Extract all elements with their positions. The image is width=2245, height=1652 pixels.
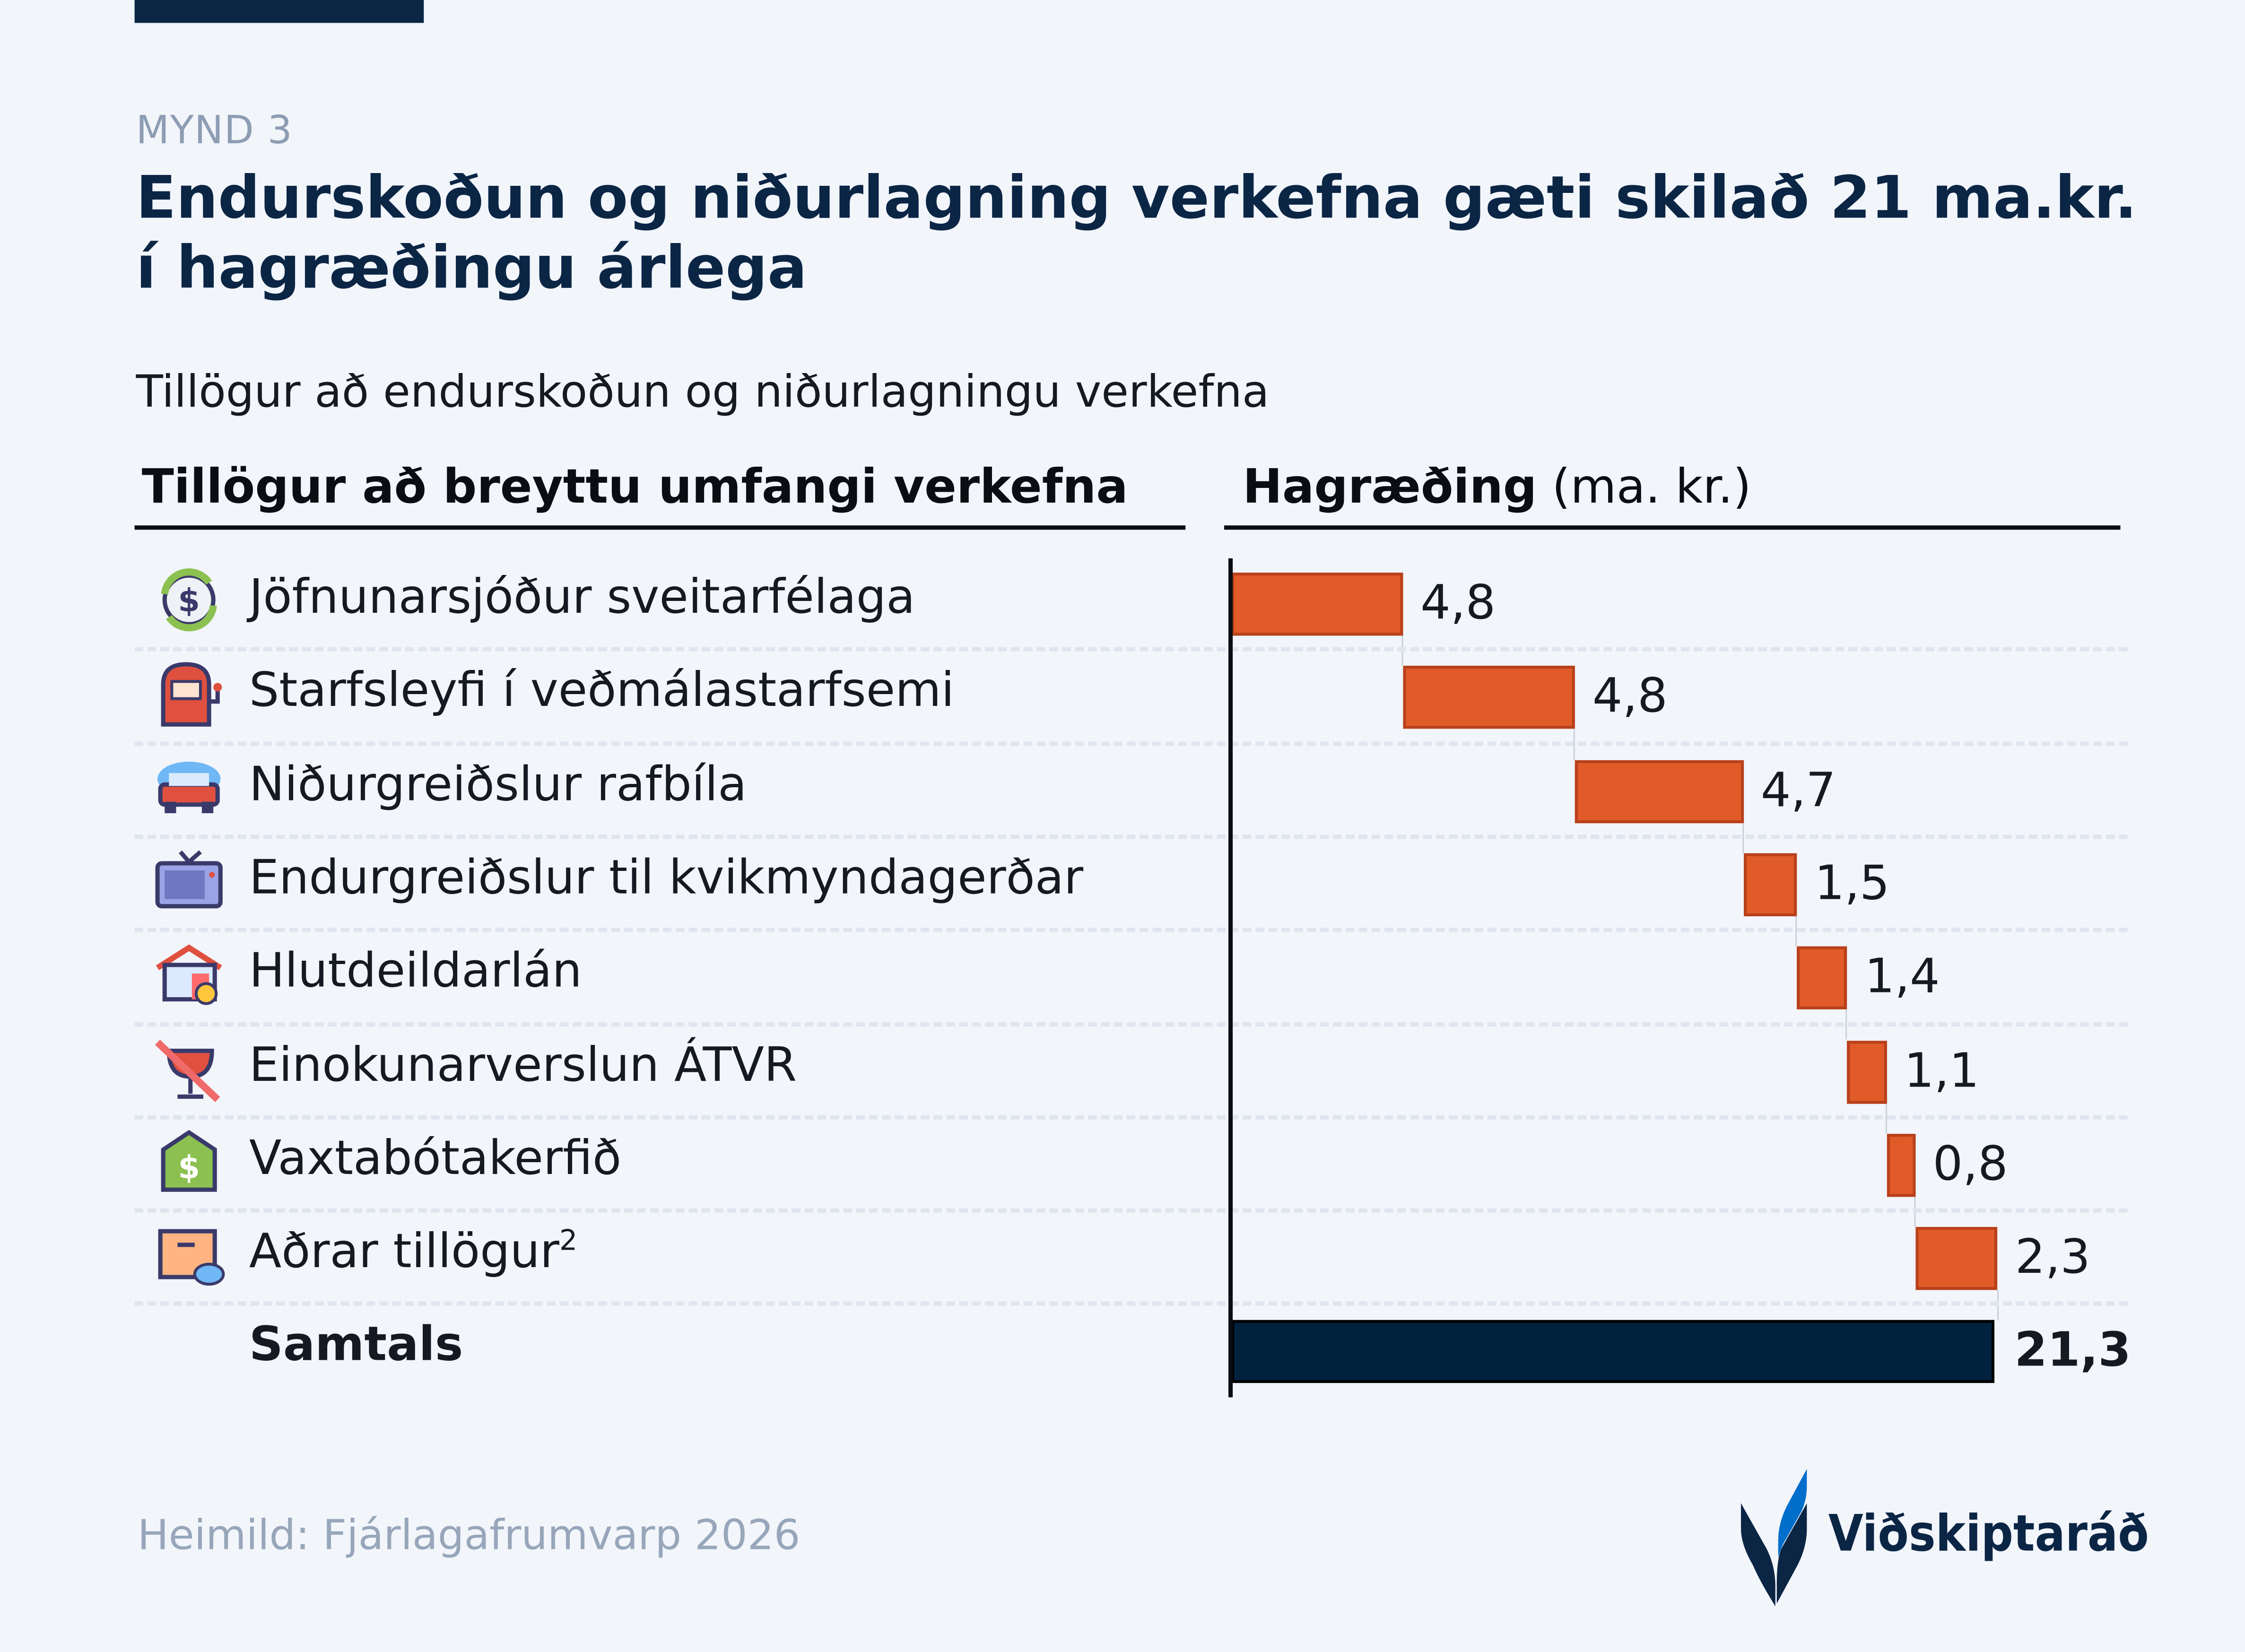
vidskiptarad-logo — [1741, 1469, 1807, 1607]
right-header-rule — [1224, 525, 2121, 530]
value-label: 4,7 — [1760, 761, 1836, 817]
waterfall-bar — [1575, 759, 1744, 823]
row-separator — [134, 741, 2128, 746]
chart-title: Endurskoðun og niðurlagning verkefna gæt… — [136, 163, 2137, 302]
source-note: Heimild: Fjárlagafrumvarp 2026 — [137, 1510, 801, 1559]
footnote-marker: 2 — [559, 1224, 578, 1257]
svg-text:$: $ — [178, 582, 200, 619]
waterfall-bar — [1743, 853, 1798, 916]
row-separator — [134, 928, 2128, 932]
total-label: Samtals — [249, 1316, 463, 1373]
category-label-text: Vaxtabótakerfið — [249, 1129, 622, 1185]
logo-text: Viðskiptaráð — [1828, 1506, 2149, 1564]
category-label-text: Jöfnunarsjóður sveitarfélaga — [249, 568, 915, 625]
value-label: 1,1 — [1904, 1041, 1979, 1097]
no-wine-icon — [152, 1030, 226, 1104]
category-label-text: Starfsleyfi í veðmálastarfsemi — [249, 661, 955, 718]
chart-subtitle: Tillögur að endurskoðun og niðurlagningu… — [136, 366, 1270, 418]
right-header-bold: Hagræðing — [1243, 458, 1537, 514]
box-chat-icon — [152, 1217, 226, 1291]
category-label-text: Endurgreiðslur til kvikmyndagerðar — [249, 849, 1084, 905]
value-label: 0,8 — [1932, 1135, 2008, 1191]
category-label-text: Aðrar tillögur — [249, 1223, 560, 1279]
right-column-header: Hagræðing (ma. kr.) — [1243, 458, 1751, 514]
tv-icon — [152, 843, 226, 917]
category-label: Niðurgreiðslur rafbíla — [249, 756, 747, 811]
category-label: Aðrar tillögur2 — [249, 1223, 577, 1278]
row-separator — [134, 647, 2128, 652]
baseline-axis — [1228, 558, 1233, 1398]
waterfall-bar — [1887, 1133, 1916, 1197]
waterfall-bar — [1797, 947, 1848, 1010]
value-label: 2,3 — [2015, 1228, 2090, 1285]
waterfall-bar — [1847, 1040, 1887, 1104]
row-separator — [134, 1208, 2128, 1213]
left-column-header: Tillögur að breyttu umfangi verkefna — [141, 458, 1128, 514]
category-label: Starfsleyfi í veðmálastarfsemi — [249, 662, 954, 718]
category-label: Einokunarverslun ÁTVR — [249, 1036, 797, 1092]
value-label: 4,8 — [1420, 574, 1496, 630]
category-label-text: Einokunarverslun ÁTVR — [249, 1035, 797, 1092]
category-label: Hlutdeildarlán — [249, 942, 582, 998]
row-separator — [134, 1115, 2128, 1120]
category-label: Jöfnunarsjóður sveitarfélaga — [249, 568, 915, 624]
category-label: Endurgreiðslur til kvikmyndagerðar — [249, 849, 1083, 904]
category-label-text: Hlutdeildarlán — [249, 942, 582, 999]
value-label: 4,8 — [1592, 667, 1668, 724]
dollar-tag-icon: $ — [152, 1123, 226, 1198]
right-header-unit: (ma. kr.) — [1552, 458, 1751, 514]
category-label-text: Niðurgreiðslur rafbíla — [249, 755, 747, 811]
total-value-label: 21,3 — [2014, 1322, 2131, 1378]
value-label: 1,5 — [1814, 854, 1890, 911]
left-header-rule — [134, 525, 1186, 530]
figure-label: MYND 3 — [136, 109, 293, 153]
slot-machine-icon — [152, 656, 226, 730]
svg-text:$: $ — [178, 1148, 200, 1185]
waterfall-bar — [1915, 1227, 1998, 1290]
row-separator — [134, 1021, 2128, 1026]
total-bar — [1231, 1320, 1995, 1384]
row-separator — [134, 834, 2128, 839]
accent-bar — [134, 0, 424, 23]
waterfall-bar — [1403, 666, 1575, 730]
value-label: 1,4 — [1864, 948, 1940, 1004]
car-wash-icon — [152, 749, 226, 824]
house-coin-icon — [152, 937, 226, 1011]
money-cycle-icon: $ — [152, 563, 226, 637]
waterfall-bar — [1231, 573, 1403, 636]
category-label: Vaxtabótakerfið — [249, 1129, 621, 1185]
row-separator — [134, 1302, 2128, 1306]
